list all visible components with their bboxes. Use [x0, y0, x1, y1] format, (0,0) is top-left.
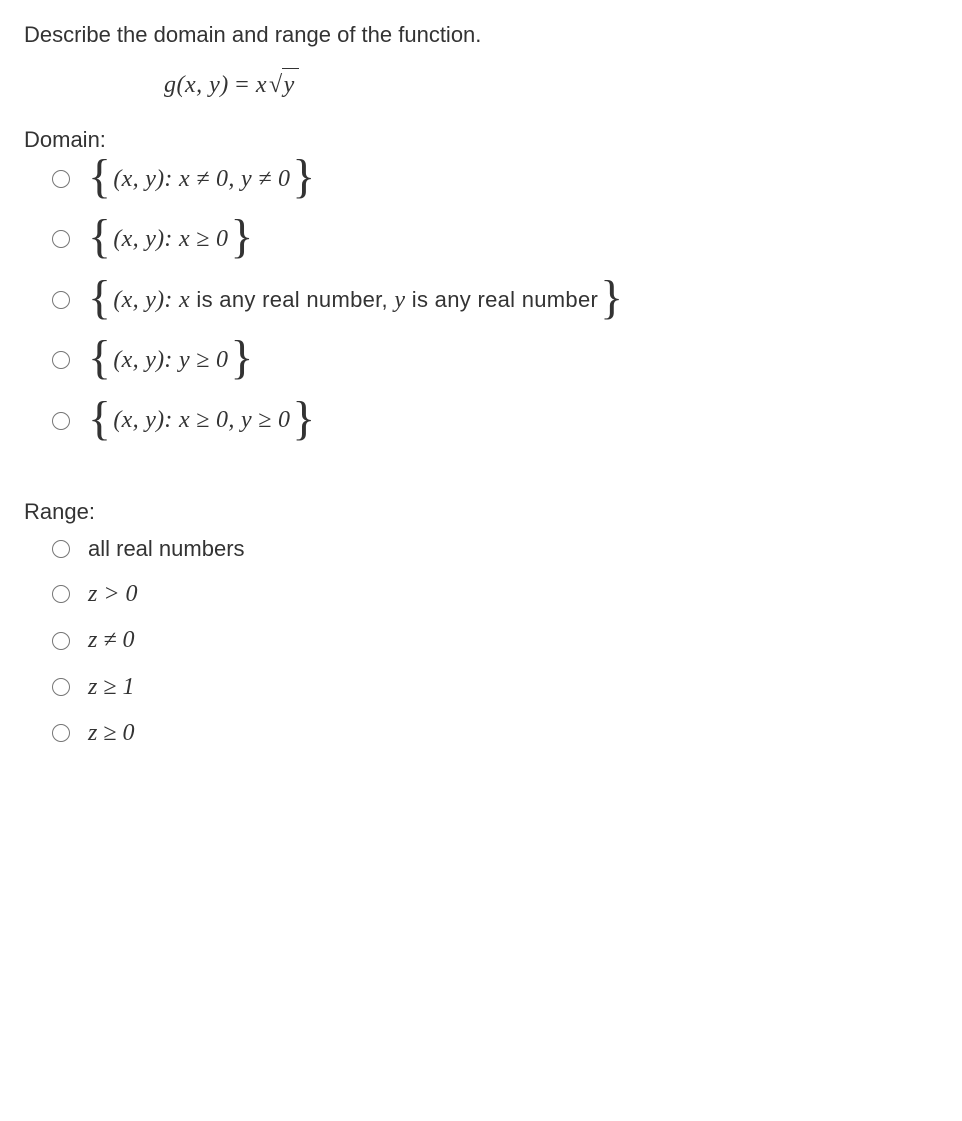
range-option-2-label: z > 0 — [88, 578, 138, 610]
range-radio-3[interactable] — [52, 632, 70, 650]
range-header: Range: — [24, 497, 938, 527]
domain-option-5[interactable]: { (x, y): x ≥ 0, y ≥ 0 } — [52, 404, 938, 436]
range-option-3[interactable]: z ≠ 0 — [52, 624, 938, 656]
range-option-1[interactable]: all real numbers — [52, 534, 938, 564]
range-option-5[interactable]: z ≥ 0 — [52, 717, 938, 749]
domain-radio-5[interactable] — [52, 412, 70, 430]
domain-opt5-body: x ≥ 0, y ≥ 0 — [179, 407, 290, 433]
equation-x: x — [256, 72, 267, 98]
equation: g(x, y) = xy — [164, 68, 938, 101]
range-options: all real numbers z > 0 z ≠ 0 z ≥ 1 z ≥ 0 — [52, 534, 938, 749]
domain-opt2-prefix: (x, y): — [113, 226, 179, 252]
domain-opt3-prefix: (x, y): — [113, 287, 179, 313]
domain-opt1-prefix: (x, y): — [113, 166, 179, 192]
domain-radio-4[interactable] — [52, 351, 70, 369]
range-option-4[interactable]: z ≥ 1 — [52, 671, 938, 703]
question-prompt: Describe the domain and range of the fun… — [24, 20, 938, 50]
domain-option-3[interactable]: { (x, y): x is any real number, y is any… — [52, 284, 938, 316]
range-option-5-label: z ≥ 0 — [88, 717, 135, 749]
domain-opt5-prefix: (x, y): — [113, 407, 179, 433]
sqrt-icon: y — [267, 68, 299, 101]
domain-radio-3[interactable] — [52, 291, 70, 309]
domain-option-2-label: { (x, y): x ≥ 0 } — [88, 223, 254, 255]
domain-option-3-label: { (x, y): x is any real number, y is any… — [88, 284, 623, 316]
domain-option-2[interactable]: { (x, y): x ≥ 0 } — [52, 223, 938, 255]
domain-radio-2[interactable] — [52, 230, 70, 248]
domain-radio-1[interactable] — [52, 170, 70, 188]
domain-opt4-body: y ≥ 0 — [179, 347, 228, 373]
domain-opt3-words1: is any real number, — [190, 287, 394, 312]
range-option-3-label: z ≠ 0 — [88, 624, 135, 656]
range-radio-5[interactable] — [52, 724, 70, 742]
domain-option-1[interactable]: { (x, y): x ≠ 0, y ≠ 0 } — [52, 163, 938, 195]
range-radio-2[interactable] — [52, 585, 70, 603]
equation-radicand: y — [282, 68, 299, 101]
domain-opt3-y: y — [394, 287, 405, 313]
range-option-2[interactable]: z > 0 — [52, 578, 938, 610]
range-radio-4[interactable] — [52, 678, 70, 696]
domain-opt1-body: x ≠ 0, y ≠ 0 — [179, 166, 290, 192]
range-option-4-label: z ≥ 1 — [88, 671, 135, 703]
domain-option-5-label: { (x, y): x ≥ 0, y ≥ 0 } — [88, 404, 316, 436]
domain-header: Domain: — [24, 125, 938, 155]
domain-opt4-prefix: (x, y): — [113, 347, 179, 373]
equation-equals: = — [229, 72, 256, 98]
domain-opt3-words2: is any real number — [405, 287, 598, 312]
equation-func: g — [164, 72, 177, 98]
equation-args: (x, y) — [177, 72, 229, 98]
range-option-1-label: all real numbers — [88, 534, 245, 564]
range-radio-1[interactable] — [52, 540, 70, 558]
domain-options: { (x, y): x ≠ 0, y ≠ 0 } { (x, y): x ≥ 0… — [52, 163, 938, 437]
domain-option-1-label: { (x, y): x ≠ 0, y ≠ 0 } — [88, 163, 316, 195]
domain-option-4[interactable]: { (x, y): y ≥ 0 } — [52, 344, 938, 376]
domain-opt3-x: x — [179, 287, 190, 313]
domain-option-4-label: { (x, y): y ≥ 0 } — [88, 344, 254, 376]
domain-opt2-body: x ≥ 0 — [179, 226, 228, 252]
